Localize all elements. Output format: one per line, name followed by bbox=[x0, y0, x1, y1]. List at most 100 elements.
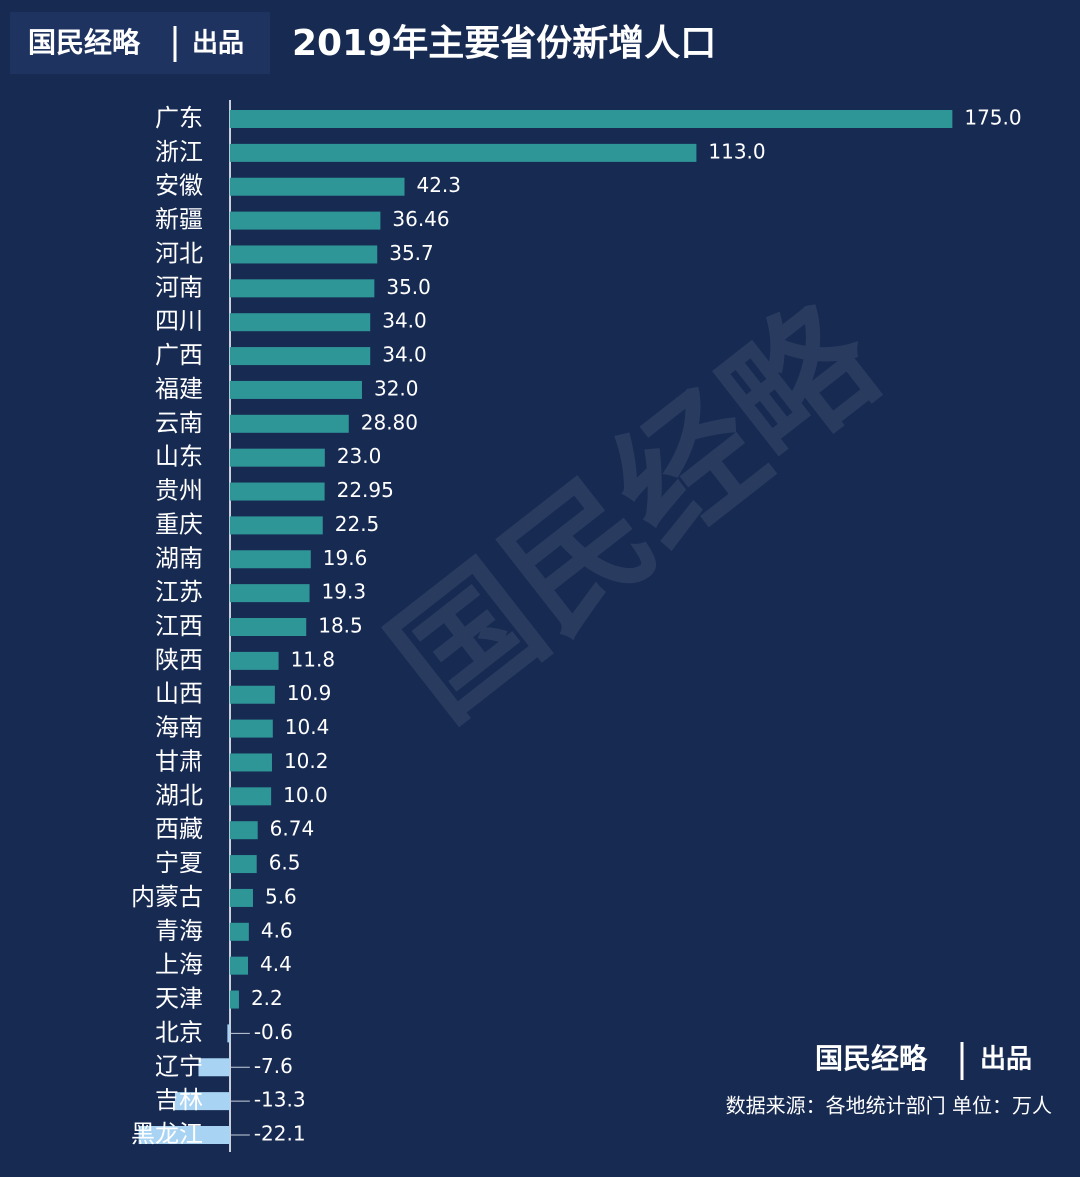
value-label: 19.3 bbox=[322, 580, 367, 604]
category-label: 陕西 bbox=[155, 646, 203, 674]
bar bbox=[229, 211, 381, 230]
brand: 国民经略 bbox=[28, 26, 141, 59]
bar bbox=[229, 177, 405, 196]
bar bbox=[138, 1126, 230, 1144]
bar bbox=[229, 279, 375, 298]
category-label: 新疆 bbox=[155, 206, 203, 234]
value-label: -7.6 bbox=[254, 1054, 293, 1078]
value-label: 10.9 bbox=[287, 681, 332, 705]
bar bbox=[229, 482, 325, 501]
category-label: 海南 bbox=[155, 714, 203, 742]
bar bbox=[229, 753, 272, 772]
bar bbox=[229, 143, 697, 162]
category-label: 河南 bbox=[155, 273, 203, 301]
category-label: 西藏 bbox=[155, 815, 203, 843]
category-label: 广东 bbox=[155, 104, 203, 132]
bar bbox=[229, 313, 371, 332]
bar bbox=[229, 787, 272, 806]
category-label: 内蒙古 bbox=[131, 883, 203, 911]
category-label: 天津 bbox=[155, 985, 203, 1013]
category-label: 福建 bbox=[155, 375, 203, 403]
footer-brand: 国民经略 bbox=[815, 1042, 928, 1075]
value-label: 10.0 bbox=[283, 783, 328, 807]
value-label: 10.2 bbox=[284, 749, 329, 773]
value-label: 32.0 bbox=[374, 376, 419, 400]
value-label: 42.3 bbox=[416, 173, 461, 197]
category-label: 青海 bbox=[155, 917, 203, 945]
value-label: 19.6 bbox=[323, 546, 368, 570]
value-label: 6.5 bbox=[269, 851, 301, 875]
category-label: 山西 bbox=[155, 680, 203, 708]
value-label: 175.0 bbox=[964, 106, 1021, 130]
category-label: 贵州 bbox=[155, 477, 203, 505]
bar bbox=[229, 448, 325, 467]
bar bbox=[227, 1024, 230, 1043]
category-label: 广西 bbox=[155, 341, 203, 369]
value-label: 36.46 bbox=[392, 207, 449, 231]
category-label: 湖南 bbox=[155, 544, 203, 572]
value-label: 22.95 bbox=[337, 478, 394, 502]
value-label: 4.4 bbox=[260, 952, 292, 976]
category-label: 江西 bbox=[155, 612, 203, 640]
category-label: 上海 bbox=[155, 951, 203, 979]
value-label: 34.0 bbox=[382, 309, 427, 333]
value-label: 11.8 bbox=[291, 647, 336, 671]
bar bbox=[229, 245, 378, 264]
bar bbox=[229, 584, 310, 603]
value-label: 35.0 bbox=[386, 275, 431, 299]
bar bbox=[229, 719, 273, 738]
category-label: 四川 bbox=[155, 307, 203, 335]
value-label: 10.4 bbox=[285, 715, 330, 739]
bar bbox=[229, 685, 275, 704]
source-note: 数据来源：各地统计部门 单位：万人 bbox=[726, 1094, 1052, 1118]
value-label: -0.6 bbox=[254, 1020, 293, 1044]
brand-suffix: 出品 bbox=[192, 29, 244, 59]
bar bbox=[229, 110, 953, 128]
value-label: 23.0 bbox=[337, 444, 382, 468]
category-label: 安徽 bbox=[155, 172, 203, 200]
value-label: 22.5 bbox=[335, 512, 380, 536]
bar bbox=[229, 990, 239, 1009]
category-label: 湖北 bbox=[155, 781, 203, 809]
bar bbox=[229, 922, 249, 941]
value-label: -22.1 bbox=[254, 1122, 306, 1146]
footer-brand-suffix: 出品 bbox=[980, 1045, 1032, 1075]
value-label: 5.6 bbox=[265, 884, 297, 908]
category-label: 辽宁 bbox=[155, 1052, 203, 1080]
bar bbox=[229, 414, 349, 433]
bar bbox=[174, 1092, 230, 1111]
bar bbox=[229, 618, 307, 636]
value-label: 34.0 bbox=[382, 343, 427, 367]
bar bbox=[198, 1058, 230, 1077]
bar bbox=[229, 550, 311, 569]
value-label: 35.7 bbox=[389, 241, 434, 265]
brand-box bbox=[10, 12, 270, 74]
category-label: 北京 bbox=[155, 1018, 203, 1046]
bar bbox=[229, 956, 249, 975]
bar bbox=[229, 821, 258, 840]
category-label: 宁夏 bbox=[155, 849, 203, 877]
bar bbox=[229, 516, 323, 535]
value-label: 28.80 bbox=[361, 410, 418, 434]
category-label: 甘肃 bbox=[155, 747, 203, 775]
category-label: 黑龙江 bbox=[131, 1120, 203, 1148]
category-label: 山东 bbox=[155, 443, 203, 471]
value-label: 6.74 bbox=[270, 817, 315, 841]
category-label: 吉林 bbox=[155, 1086, 203, 1114]
value-label: -13.3 bbox=[254, 1088, 306, 1112]
value-label: 2.2 bbox=[251, 986, 283, 1010]
bar bbox=[229, 380, 362, 399]
category-label: 云南 bbox=[155, 409, 203, 437]
bar bbox=[229, 651, 279, 670]
category-label: 河北 bbox=[155, 239, 203, 267]
value-label: 113.0 bbox=[708, 139, 765, 163]
category-label: 重庆 bbox=[155, 510, 203, 538]
category-label: 江苏 bbox=[155, 578, 203, 606]
bar bbox=[229, 855, 257, 874]
value-label: 4.6 bbox=[261, 918, 293, 942]
category-label: 浙江 bbox=[155, 138, 203, 166]
bar bbox=[229, 888, 253, 907]
